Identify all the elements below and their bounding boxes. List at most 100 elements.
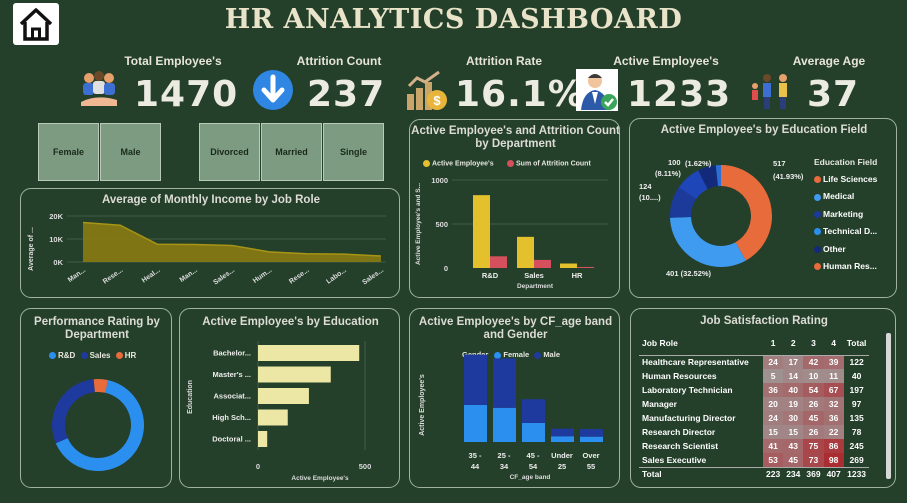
js-cell: 78	[851, 427, 862, 437]
xtick: Over	[582, 451, 599, 460]
js-cell: 53	[763, 453, 784, 467]
slice-label: 100	[668, 158, 681, 167]
js-cell: 42	[803, 355, 824, 369]
ytick: Doctoral ...	[212, 435, 251, 444]
js-cell: 98	[823, 453, 844, 467]
xtick: 25 -	[498, 451, 511, 460]
ytick: 500	[435, 220, 448, 229]
ytick: 0K	[53, 258, 63, 267]
dept-bar-active	[473, 195, 490, 268]
js-header-cell[interactable]: Job Role	[639, 331, 763, 356]
slice-label: 517	[773, 159, 786, 168]
kpi-value-attrition-count: 237	[307, 74, 386, 115]
age-bar-female	[551, 436, 574, 442]
js-row[interactable]: Manufacturing Director 24 30 45 36 135	[639, 411, 869, 425]
xtick: R&D	[482, 271, 499, 280]
js-total-cell: 407	[823, 466, 844, 481]
home-icon	[19, 8, 53, 41]
js-header-cell[interactable]: 3	[803, 331, 824, 356]
slice-label: (41.93%)	[773, 172, 804, 181]
perf-panel: Performance Rating by Department R&D Sal…	[20, 308, 172, 488]
xtick: Heal...	[141, 267, 162, 285]
js-cell: 197	[849, 385, 864, 395]
edu-chart: Education Bachelor... Master's ... Associa…	[187, 341, 371, 482]
slicer-male[interactable]: Male	[100, 123, 161, 181]
edufield-legend-title: Education Field	[814, 157, 878, 167]
slice-label: (8.11%)	[655, 169, 681, 178]
edu-bar	[258, 388, 309, 404]
js-row[interactable]: Research Scientist 41 43 75 86 245	[639, 439, 869, 453]
js-row[interactable]: Sales Executive 53 45 73 98 269	[639, 453, 869, 467]
js-row[interactable]: Human Resources 5 14 10 11 40	[639, 369, 869, 383]
js-cell: 24	[763, 411, 784, 425]
js-cell: 20	[763, 397, 784, 411]
home-button[interactable]	[13, 3, 59, 45]
edu-panel: Active Employee's by Education Education…	[179, 308, 400, 488]
dept-xlabel: Department	[517, 283, 554, 290]
dept-legend-attrition: Sum of Attrition Count	[507, 160, 591, 167]
xtick: Under	[551, 451, 573, 460]
slicer-female[interactable]: Female	[38, 123, 99, 181]
js-cell: 135	[849, 413, 864, 423]
family-icon	[747, 72, 793, 115]
xtick: 25	[558, 462, 566, 471]
js-row[interactable]: Research Director 15 15 26 22 78	[639, 425, 869, 439]
svg-text:$: $	[433, 93, 441, 108]
js-total-cell: 234	[783, 466, 804, 481]
perf-legend: R&D Sales HR	[49, 351, 136, 360]
ytick: 20K	[49, 212, 63, 221]
xtick: Rese...	[288, 267, 311, 286]
js-cell: 40	[851, 371, 862, 381]
slicer-single[interactable]: Single	[323, 123, 384, 181]
xtick: 45 -	[527, 451, 540, 460]
page-title: HR ANALYTICS DASHBOARD	[224, 4, 683, 35]
dept-title: Active Employee's and Attrition Count by…	[411, 125, 620, 150]
slice-label: 124	[639, 182, 652, 191]
js-row[interactable]: Manager 20 19 26 32 97	[639, 397, 869, 411]
js-row[interactable]: Laboratory Technician 36 40 54 67 197	[639, 383, 869, 397]
ytick: 0	[444, 264, 448, 273]
legend-item: Marketing	[814, 206, 877, 223]
js-cell: 17	[783, 355, 804, 369]
slicer-divorced[interactable]: Divorced	[199, 123, 260, 181]
edu-bar	[258, 431, 268, 447]
perf-title: Performance Rating by Department	[34, 316, 160, 341]
js-row[interactable]: Healthcare Representative 24 17 42 39 122	[639, 355, 869, 369]
js-cell: 26	[803, 425, 824, 439]
legend-item: Human Res...	[814, 258, 877, 275]
js-cell: 245	[849, 441, 864, 451]
income-ylabel: Average of ...	[28, 227, 35, 271]
ytick: High Sch...	[212, 413, 251, 422]
js-cell: 122	[849, 357, 864, 368]
kpi-label-age: Average Age	[792, 54, 866, 68]
js-cell: 97	[851, 399, 862, 409]
age-bar-female	[522, 423, 545, 442]
js-cell: 15	[783, 425, 804, 439]
js-header-cell[interactable]: 1	[763, 331, 784, 356]
js-cell: 54	[803, 383, 824, 397]
dept-chart: Active Employee's and S... 1000 500 0 R&…	[415, 176, 608, 290]
js-cell: 19	[783, 397, 804, 411]
js-cell: 32	[823, 397, 844, 411]
down-arrow-icon	[252, 69, 294, 116]
dept-bar-attrition	[577, 266, 594, 268]
js-cell: 75	[803, 439, 824, 453]
js-cell: Manufacturing Director	[642, 413, 736, 423]
kpi-label-active: Active Employee's	[613, 54, 719, 68]
js-header-cell[interactable]: Total	[843, 331, 870, 356]
employee-check-icon	[575, 68, 619, 117]
age-bar-female	[580, 436, 603, 442]
js-header-cell[interactable]: 2	[783, 331, 804, 356]
ytick: Master's ...	[213, 370, 251, 379]
edu-bar	[258, 345, 360, 361]
js-cell: 15	[763, 425, 784, 439]
js-scrollbar[interactable]	[886, 333, 891, 479]
slice-label: (1.62%)	[685, 159, 712, 168]
money-growth-icon: $	[403, 68, 449, 117]
js-total-row: Total 223 234 369 407 1233	[639, 466, 870, 481]
ytick: Bachelor...	[213, 349, 251, 358]
js-header-cell[interactable]: 4	[823, 331, 844, 356]
js-cell: 43	[783, 439, 804, 453]
slicer-married[interactable]: Married	[261, 123, 322, 181]
edufield-slice	[678, 170, 708, 200]
